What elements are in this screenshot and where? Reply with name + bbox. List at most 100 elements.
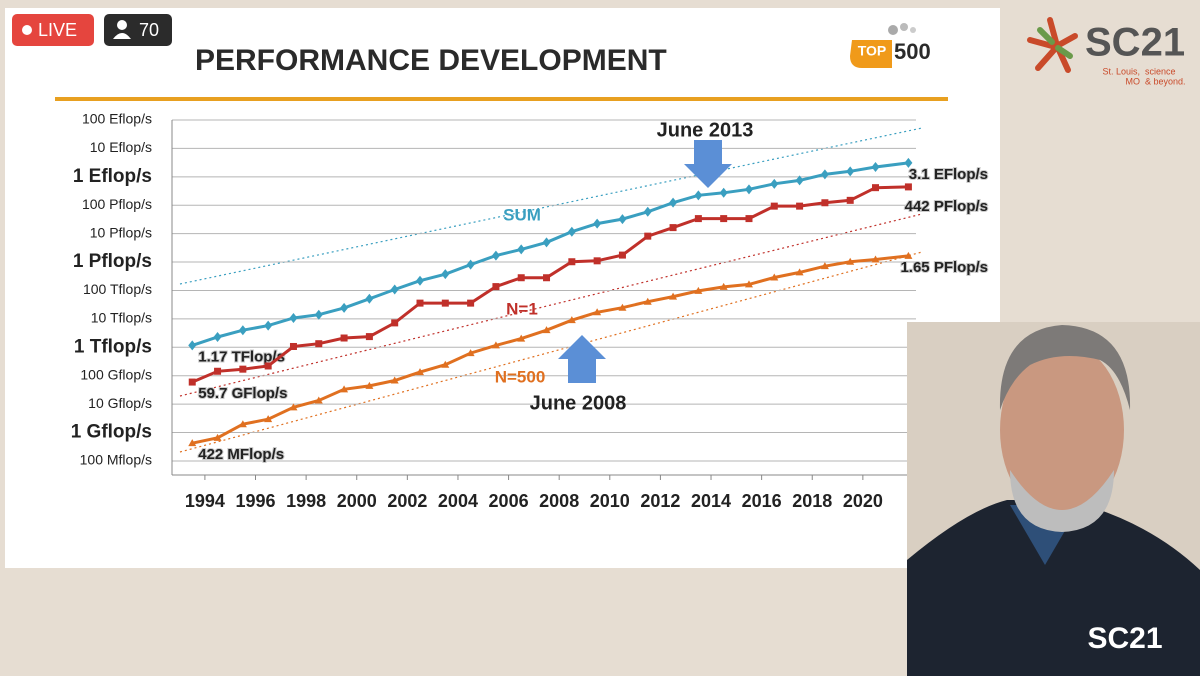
marker (416, 299, 424, 307)
slide-title: PERFORMANCE DEVELOPMENT (195, 44, 667, 77)
marker (593, 257, 601, 265)
marker (517, 244, 526, 255)
annotation: June 2013 (657, 119, 754, 141)
marker (517, 274, 525, 282)
top500-b: 500 (894, 39, 931, 64)
marker (669, 224, 677, 232)
marker (289, 403, 298, 411)
y-tick-label: 10 Eflop/s (90, 139, 152, 155)
x-tick-label: 2002 (387, 491, 427, 511)
x-tick-label: 1998 (286, 491, 326, 511)
marker (466, 349, 475, 357)
marker (567, 226, 576, 237)
marker (213, 433, 222, 441)
marker (719, 187, 728, 198)
marker (264, 362, 272, 370)
arrow-down (684, 140, 732, 188)
marker (643, 297, 652, 305)
x-tick-label: 2006 (489, 491, 529, 511)
marker (846, 196, 854, 204)
marker (390, 376, 399, 384)
sc21-text: SC21 (1085, 21, 1185, 65)
marker (365, 333, 373, 341)
marker (618, 303, 627, 311)
x-tick-label: 2010 (590, 491, 630, 511)
marker (314, 309, 323, 320)
x-tick-label: 2000 (337, 491, 377, 511)
marker (694, 286, 703, 294)
marker (593, 308, 602, 316)
watermark: SC21 (1087, 622, 1162, 655)
viewer-badge: 70 (104, 14, 172, 46)
marker (904, 251, 913, 259)
x-tick-label: 2020 (843, 491, 883, 511)
marker (492, 283, 500, 291)
marker (188, 439, 197, 447)
y-tick-label: 10 Tflop/s (91, 310, 152, 326)
marker (289, 313, 298, 324)
top500-a: TOP (858, 43, 887, 59)
marker (669, 197, 678, 208)
y-tick-label: 1 Eflop/s (73, 166, 152, 187)
marker (365, 293, 374, 304)
y-tick-label: 100 Gflop/s (80, 366, 152, 382)
marker (871, 161, 880, 172)
marker (188, 378, 196, 386)
y-tick-label: 100 Mflop/s (80, 452, 152, 468)
marker (846, 166, 855, 177)
y-tick-label: 100 Eflop/s (82, 111, 152, 127)
top500-logo: TOP 500 (850, 23, 931, 68)
marker (340, 385, 349, 393)
value-label: 442 PFlop/s (905, 198, 988, 215)
state: MO (1126, 76, 1141, 86)
marker (467, 299, 475, 307)
plot: 100 Mflop/s 1 Gflop/s 10 Gflop/s 100 Gflop/… (71, 111, 989, 511)
marker (846, 257, 855, 265)
series-name: N=1 (506, 299, 538, 318)
marker (340, 334, 348, 342)
marker (340, 302, 349, 313)
y-tick-label: 100 Tflop/s (83, 281, 152, 297)
x-tick-label: 2004 (438, 491, 478, 511)
marker (466, 259, 475, 270)
sc21-logo: SC21 St. Louis, MO science & beyond. (1027, 17, 1186, 86)
x-tick-label: 2008 (539, 491, 579, 511)
live-text: LIVE (38, 20, 77, 40)
marker (694, 215, 702, 223)
marker (314, 396, 323, 404)
marker (239, 365, 247, 373)
marker (593, 218, 602, 229)
marker (491, 341, 500, 349)
x-tick-label: 2018 (792, 491, 832, 511)
marker (745, 215, 753, 223)
marker (618, 251, 626, 259)
marker (365, 381, 374, 389)
annotation: June 2008 (530, 392, 627, 414)
marker (770, 178, 779, 189)
marker (720, 215, 728, 223)
marker (618, 214, 627, 225)
trend-lines (179, 127, 923, 453)
marker (213, 332, 222, 343)
y-tick-label: 1 Gflop/s (71, 422, 152, 443)
marker (795, 268, 804, 276)
marker (416, 368, 424, 376)
title-rule (55, 97, 948, 101)
marker (214, 367, 222, 375)
marker (264, 320, 273, 331)
marker (441, 360, 450, 368)
marker (871, 255, 880, 263)
live-badge: LIVE (12, 14, 94, 46)
marker (770, 273, 779, 281)
marker (567, 316, 576, 324)
y-tick-label: 10 Gflop/s (88, 395, 152, 411)
marker (543, 274, 551, 282)
x-tick-label: 2014 (691, 491, 731, 511)
marker (820, 169, 829, 180)
value-label: 59.7 GFlop/s (198, 385, 287, 402)
marker (264, 415, 273, 423)
tag-a: science (1145, 66, 1176, 76)
marker (238, 420, 247, 428)
